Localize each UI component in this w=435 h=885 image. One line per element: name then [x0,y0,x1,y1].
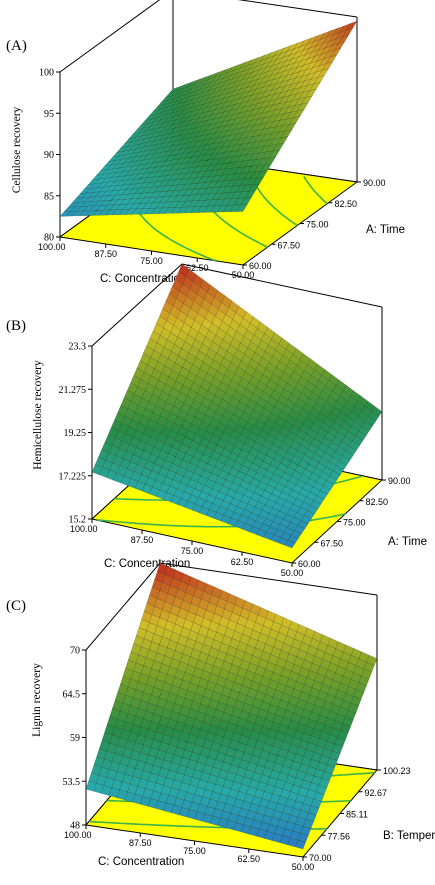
y-tick-label: 60.00 [249,261,272,271]
y-tick-label: 75.00 [343,518,366,528]
z-tick-label: 64.5 [63,689,81,700]
y-tick-label: 85.11 [346,810,368,820]
x-tick-label: 62.50 [237,854,260,864]
x-tick-label: 100.00 [70,524,98,534]
y-tick-label: 77.56 [328,831,351,841]
x-tick-label: 100.00 [64,830,92,840]
z-tick-label: 23.3 [69,342,87,353]
y-tick-label: 82.50 [335,199,358,209]
y-tick-label: 90.00 [388,476,411,486]
y-tick-label: 75.00 [306,220,329,230]
x-tick-label: 87.50 [129,838,152,848]
x-tick-label: 62.50 [231,557,254,567]
y-tick-label: 90.00 [363,178,386,188]
z-tick-label: 80 [44,233,54,244]
response-surface [85,562,378,850]
z-tick-label: 15.2 [69,515,87,526]
y-axis-label: A: Time [366,224,405,236]
panel-a: 80 85 90 95 100 100.00 87.50 75.00 62.50 50.0060.… [6,0,405,285]
response-surface [91,263,383,549]
x-tick-label: 75.00 [181,546,204,556]
x-tick-label: 75.00 [183,846,206,856]
x-tick-label: 75.00 [140,256,163,266]
z-tick-label: 21.275 [59,385,87,396]
z-tick-label: 95 [44,109,54,120]
z-tick-label: 59 [70,733,80,744]
panel-label: (A) [6,38,27,54]
y-tick-label: 60.00 [298,559,321,569]
x-tick-label: 50.00 [232,270,255,280]
x-tick-label: 100.00 [38,242,66,252]
y-tick-label: 92.67 [365,788,388,798]
y-tick-label: 67.50 [278,240,301,250]
panel-label: (C) [6,598,26,614]
y-tick-label: 67.50 [321,538,344,548]
x-tick-label: 87.50 [94,249,117,259]
z-tick-label: 53.5 [63,777,81,788]
x-tick-label: 50.00 [292,862,315,872]
panel-label: (B) [6,318,26,334]
box-edge [85,562,161,651]
box-edge [91,263,183,347]
z-tick-label: 70 [70,646,80,657]
z-tick-label: 100 [39,68,54,79]
panel-b: 15.2 17.225 19.25 21.275 23.3 100.00 87.50 75.0… [6,263,427,578]
z-axis-label: Lignin recovery [31,663,43,737]
x-axis-label: C: Concentration [104,558,190,570]
z-tick-label: 85 [44,191,54,202]
z-tick-label: 48 [70,821,80,832]
y-axis-label: B: Temperature [383,830,435,842]
box-edge [237,0,358,18]
y-axis-label: A: Time [388,536,427,548]
z-tick-label: 19.25 [64,428,87,439]
z-tick-label: 17.225 [59,471,87,482]
x-tick-label: 62.50 [186,263,209,273]
x-tick-label: 87.50 [131,535,154,545]
x-tick-label: 50.00 [281,568,304,578]
x-axis-label: C: Concentration [98,856,184,868]
x-axis-label: C: Concentration [100,273,186,285]
y-tick-label: 100.23 [383,766,411,776]
z-tick-label: 90 [44,150,54,161]
contour-line [303,175,328,205]
z-axis-label: Cellulose recovery [11,106,23,193]
y-tick-label: 82.50 [366,497,389,507]
panel-c: 48 53.5 59 64.5 70 100.00 87.50 75.00 62.50 50.00… [6,562,435,872]
z-axis-label: Hemicellulose recovery [32,360,44,470]
box-edge [59,0,161,73]
y-tick-label: 70.00 [309,853,332,863]
response-surface [59,20,358,217]
box-edge [181,263,383,308]
box-edge [159,562,378,596]
